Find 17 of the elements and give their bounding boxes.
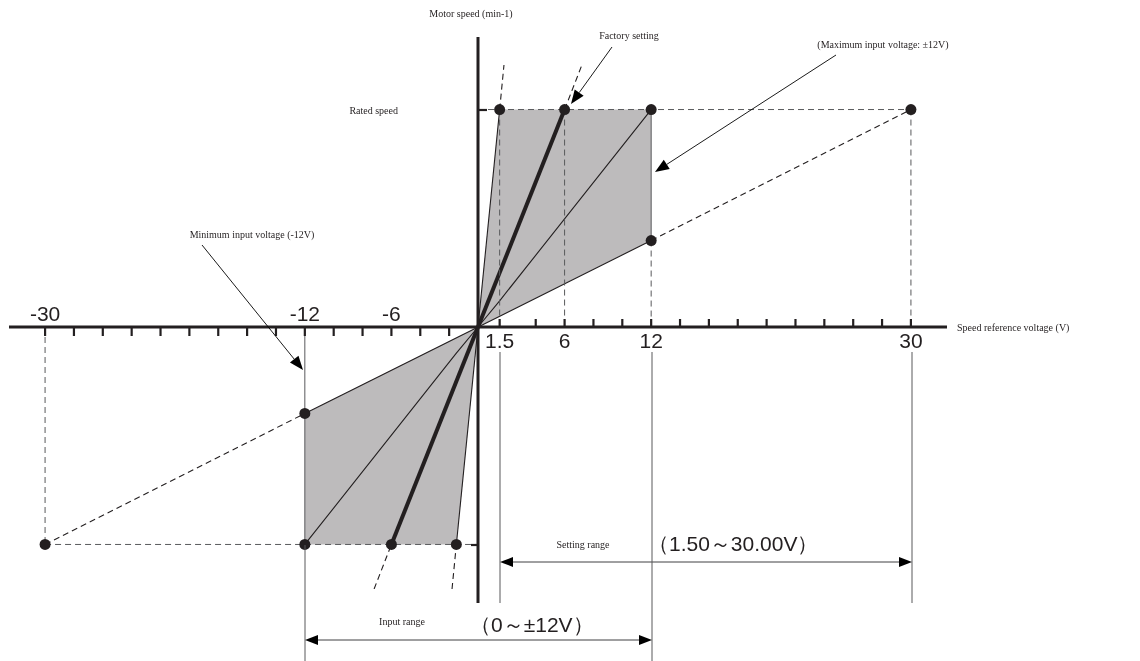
text: （0～±12V） <box>470 613 594 636</box>
annotation: Minimum input voltage (-12V) <box>189 229 315 241</box>
x-tick-label: 12 <box>639 329 663 352</box>
x2-tick-label: -6 <box>382 302 401 325</box>
x-axis-title: Speed reference voltage (V) <box>957 322 1070 334</box>
annotation: （1.50～30.00V） <box>648 532 819 555</box>
annotation: Rated speed <box>349 105 398 116</box>
text: Input range <box>379 616 426 627</box>
y-axis-title: Motor speed (min-1) <box>429 8 513 20</box>
x-tick-label: 30 <box>899 329 923 352</box>
x-tick-label: 6 <box>558 329 571 352</box>
x-tick-label: 1.5 <box>485 329 515 352</box>
text: Factory setting <box>599 29 659 41</box>
annotation: Setting range <box>556 539 611 550</box>
x2-tick-label: -12 <box>289 302 321 325</box>
x2-tick-label: -30 <box>29 302 61 325</box>
text: (Maximum input voltage: ±12V) <box>817 39 949 51</box>
